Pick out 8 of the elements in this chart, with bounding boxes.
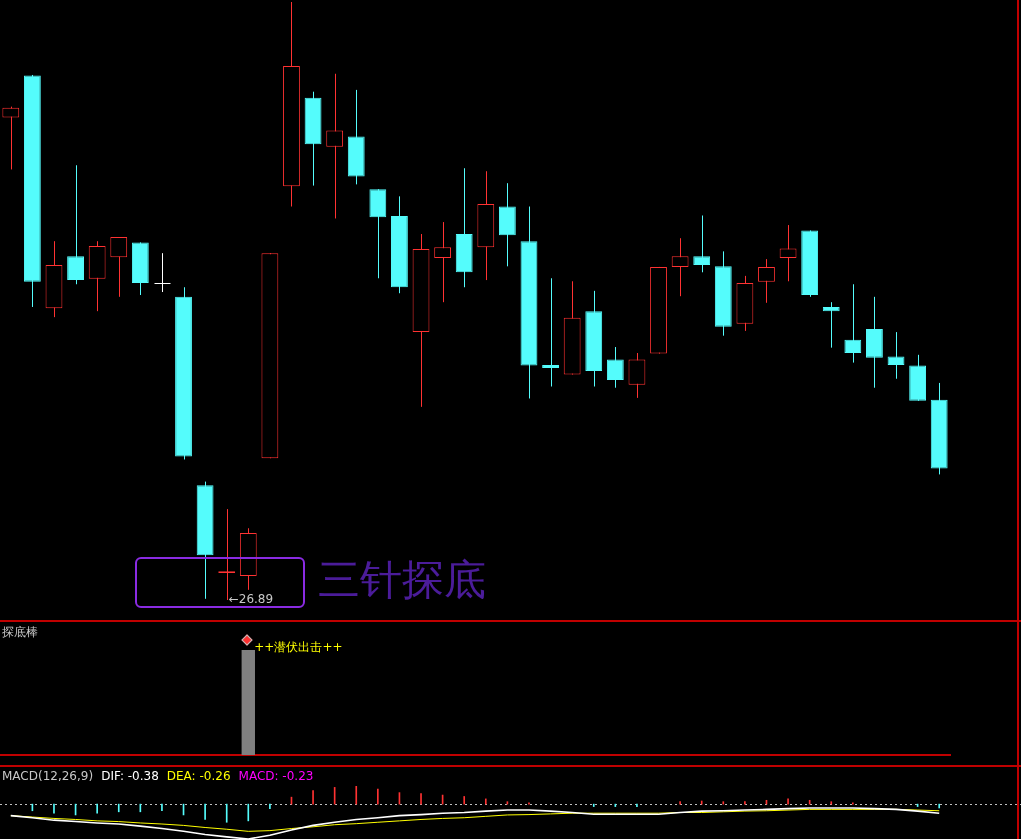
annotation: ++潜伏出击++ [254, 640, 343, 655]
chart-title: MACD(12,26,9) [2, 769, 94, 783]
text: DEA: -0.26 [166, 769, 231, 783]
annotation: 三针探底 [318, 554, 486, 606]
series-label: MACD: -0.23 [238, 769, 314, 783]
text: DIF: -0.38 [101, 769, 159, 783]
annotation: ←26.89 [228, 592, 274, 607]
chart-title: 探底棒 [2, 625, 38, 639]
